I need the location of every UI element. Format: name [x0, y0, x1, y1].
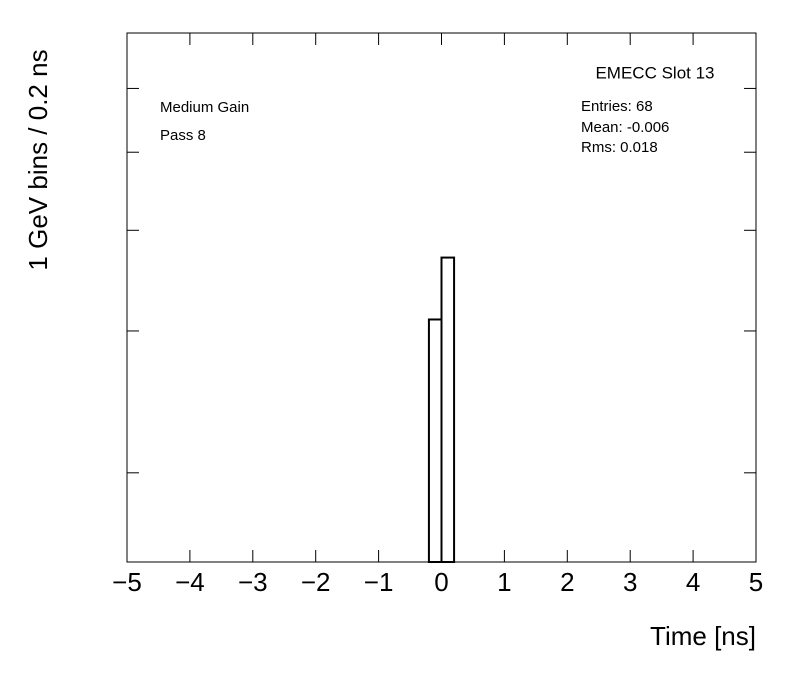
stats: Entries: 68 — [581, 98, 653, 115]
annotation: Pass 8 — [160, 127, 206, 144]
x-tick-label: 5 — [749, 567, 763, 597]
x-tick-label: −3 — [238, 567, 268, 597]
chart-title: EMECC Slot 13 — [595, 63, 714, 82]
x-tick-label: 3 — [623, 567, 637, 597]
x-tick-label: −2 — [301, 567, 331, 597]
bar — [427, 318, 443, 563]
stats: Mean: -0.006 — [581, 119, 669, 136]
x-tick-label: −1 — [364, 567, 394, 597]
stats: Rms: 0.018 — [581, 139, 658, 156]
x-tick-label: 1 — [497, 567, 511, 597]
x-tick-label: 4 — [686, 567, 700, 597]
x-tick-label: 2 — [560, 567, 574, 597]
y-axis-label: 1 GeV bins / 0.2 ns — [23, 49, 53, 270]
x-tick-label: 0 — [434, 567, 448, 597]
x-axis-label: Time [ns] — [650, 621, 756, 651]
x-tick-label: −4 — [175, 567, 205, 597]
bar — [440, 256, 456, 563]
annotation: Medium Gain — [160, 99, 249, 116]
x-tick-label: −5 — [112, 567, 142, 597]
